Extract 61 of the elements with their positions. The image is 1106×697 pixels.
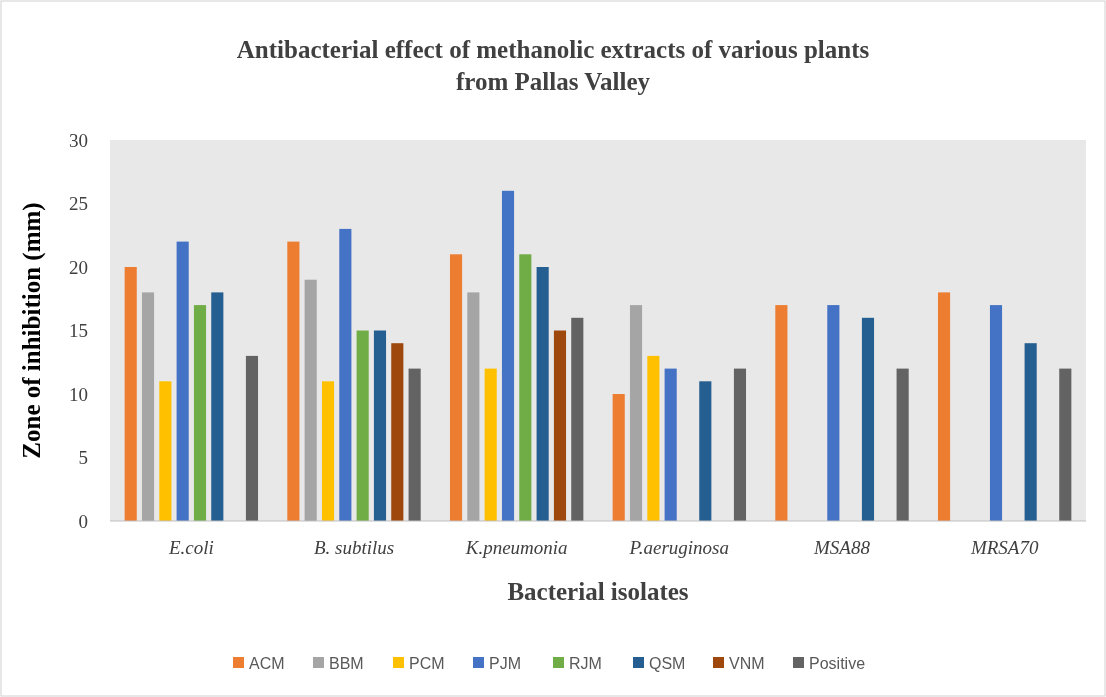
x-tick-label: MSA88	[813, 537, 871, 558]
legend-label: QSM	[649, 654, 686, 672]
bar	[484, 368, 497, 521]
x-tick-label: K.pneumonia	[464, 537, 568, 558]
chart-title: Antibacterial effect of methanolic extracts of various plants from Pallas Valley	[236, 36, 870, 95]
bar	[571, 317, 584, 521]
bar	[519, 254, 532, 521]
bar	[304, 279, 317, 521]
bar	[861, 317, 875, 521]
bar	[612, 394, 625, 521]
y-tick-label: 15	[69, 320, 88, 342]
bar	[989, 305, 1003, 521]
bar	[827, 305, 840, 521]
bar	[321, 381, 335, 521]
bar	[733, 368, 747, 521]
x-tick-label: MRSA70	[969, 537, 1039, 558]
bar	[1024, 343, 1037, 521]
bar	[536, 267, 549, 521]
bar	[501, 190, 515, 521]
bar	[629, 305, 643, 521]
bar	[211, 292, 224, 521]
legend-label: VNM	[729, 654, 765, 672]
bar	[647, 355, 660, 521]
bar	[339, 228, 352, 521]
y-tick-label: 25	[69, 193, 88, 215]
bar	[124, 267, 137, 521]
bar	[449, 254, 463, 521]
bar	[287, 241, 300, 521]
bar	[391, 343, 404, 521]
bar	[467, 292, 480, 521]
y-tick-label: 20	[69, 256, 88, 278]
bar	[245, 355, 259, 521]
y-tick-label: 0	[78, 510, 88, 532]
bar	[664, 368, 677, 521]
legend-label: PCM	[409, 654, 445, 672]
bar	[159, 381, 172, 521]
bar	[896, 368, 909, 521]
bar	[1059, 368, 1072, 521]
legend-label: PJM	[489, 654, 521, 672]
bar	[176, 241, 189, 521]
bar	[699, 381, 712, 521]
x-axis-title: Bacterial isolates	[507, 578, 689, 605]
bar	[193, 305, 207, 521]
bar	[937, 292, 951, 521]
bar	[356, 330, 369, 521]
legend-label: RJM	[569, 654, 602, 672]
y-tick-label: 10	[69, 383, 88, 405]
y-tick-label: 30	[69, 129, 88, 151]
x-tick-label: B. subtilus	[313, 537, 395, 558]
y-axis-title: Zone of inhibition (mm)	[18, 202, 46, 459]
legend-label: BBM	[329, 654, 364, 672]
x-tick-label: P.aeruginosa	[628, 537, 730, 558]
legend-label: Positive	[809, 654, 866, 672]
bar	[373, 330, 387, 521]
x-tick-label: E.coli	[167, 537, 214, 558]
legend-label: ACM	[249, 654, 285, 672]
bar	[141, 292, 155, 521]
bar	[408, 368, 421, 521]
y-tick-label: 5	[78, 447, 88, 469]
bar	[553, 330, 567, 521]
bar	[775, 305, 788, 521]
